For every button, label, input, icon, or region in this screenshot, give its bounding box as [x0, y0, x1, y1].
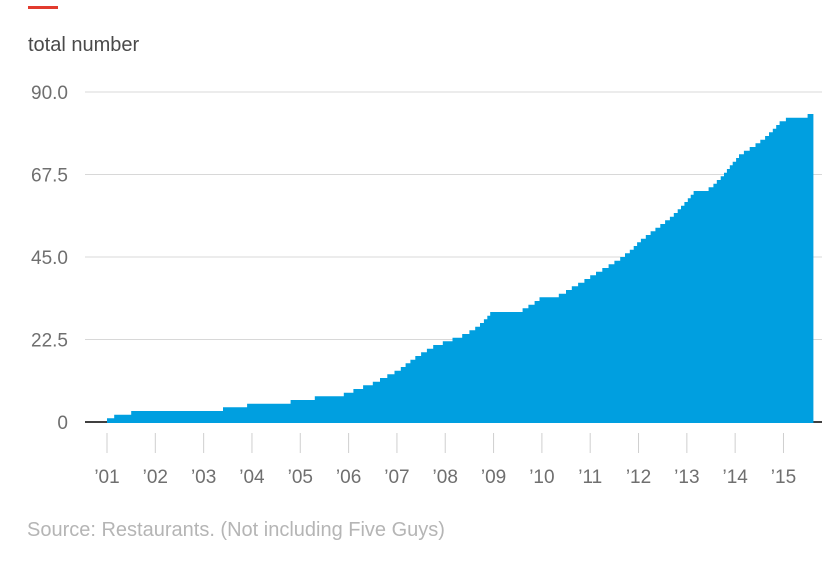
x-axis-label: ’01 [94, 467, 119, 488]
y-axis-label: 45.0 [31, 248, 68, 269]
x-axis-label: ’05 [288, 467, 313, 488]
y-axis-label: 90.0 [31, 83, 68, 104]
x-axis-label: ’13 [674, 467, 699, 488]
chart-title: total number [28, 34, 140, 56]
area-series [107, 114, 814, 423]
y-axis-label: 22.5 [31, 331, 68, 352]
source-note: Source: Restaurants. (Not including Five… [27, 519, 445, 541]
x-axis-label: ’11 [578, 467, 602, 488]
y-axis-label: 67.5 [31, 166, 68, 187]
x-axis-label: ’07 [384, 467, 409, 488]
y-axis-label: 0 [57, 413, 68, 434]
x-axis-label: ’02 [143, 467, 168, 488]
x-axis-label: ’14 [722, 467, 748, 488]
x-axis-label: ’12 [626, 467, 651, 488]
x-axis-label: ’04 [239, 467, 265, 488]
x-axis-label: ’15 [771, 467, 796, 488]
x-axis-label: ’03 [191, 467, 216, 488]
x-axis-label: ’09 [481, 467, 506, 488]
x-axis-label: ’08 [433, 467, 458, 488]
x-axis-label: ’06 [336, 467, 361, 488]
brand-accent-dash [28, 6, 58, 9]
x-axis-label: ’10 [529, 467, 554, 488]
